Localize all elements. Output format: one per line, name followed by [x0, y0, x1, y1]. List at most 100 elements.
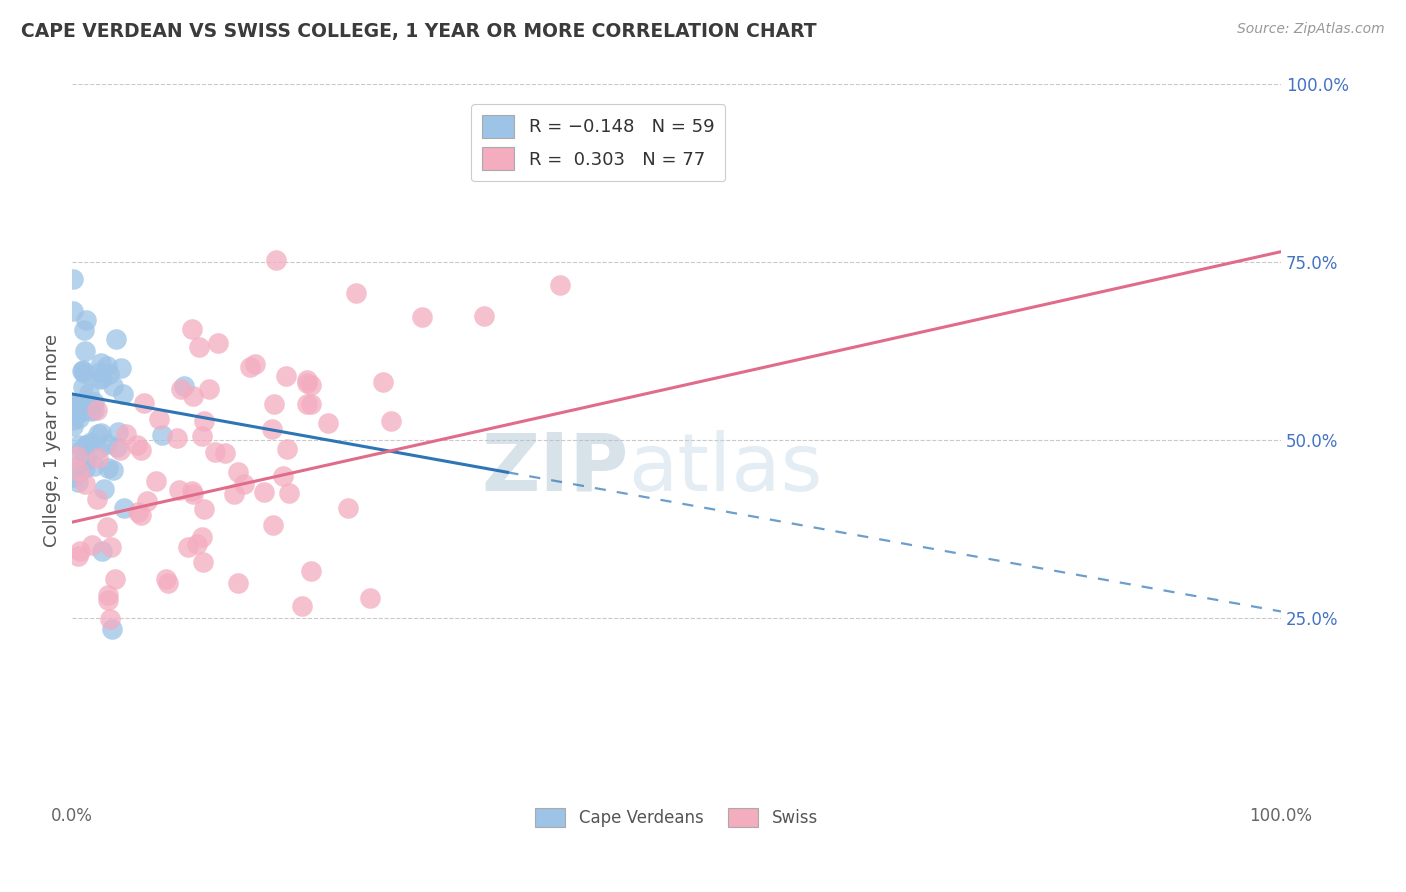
- Point: [411, 310, 433, 324]
- Point: [472, 309, 495, 323]
- Point: [239, 359, 262, 374]
- Point: [86, 427, 108, 442]
- Point: [274, 369, 297, 384]
- Point: [90, 544, 112, 558]
- Point: [295, 397, 318, 411]
- Point: [245, 357, 267, 371]
- Point: [67, 410, 90, 425]
- Point: [70, 403, 93, 417]
- Point: [188, 340, 211, 354]
- Point: [90, 425, 112, 440]
- Point: [80, 435, 103, 450]
- Point: [100, 622, 122, 636]
- Point: [100, 540, 122, 554]
- Point: [299, 377, 322, 392]
- Point: [73, 477, 96, 491]
- Point: [207, 336, 229, 351]
- Point: [193, 502, 215, 516]
- Y-axis label: College, 1 year or more: College, 1 year or more: [44, 334, 60, 547]
- Point: [87, 450, 110, 465]
- Point: [63, 398, 86, 412]
- Point: [136, 493, 159, 508]
- Point: [157, 576, 180, 591]
- Point: [264, 253, 287, 268]
- Point: [73, 323, 96, 337]
- Point: [105, 333, 128, 347]
- Point: [97, 592, 120, 607]
- Point: [336, 501, 359, 516]
- Point: [148, 412, 170, 426]
- Text: ZIP: ZIP: [481, 430, 628, 508]
- Point: [75, 453, 97, 467]
- Point: [67, 397, 90, 411]
- Point: [359, 591, 381, 605]
- Point: [98, 612, 121, 626]
- Point: [75, 344, 97, 359]
- Point: [62, 413, 84, 427]
- Point: [86, 403, 108, 417]
- Point: [80, 403, 103, 417]
- Point: [260, 422, 283, 436]
- Point: [150, 428, 173, 442]
- Point: [181, 483, 204, 498]
- Point: [83, 403, 105, 417]
- Point: [180, 322, 202, 336]
- Point: [299, 397, 322, 411]
- Text: Source: ZipAtlas.com: Source: ZipAtlas.com: [1237, 22, 1385, 37]
- Point: [167, 483, 190, 497]
- Point: [97, 460, 120, 475]
- Point: [83, 395, 105, 409]
- Point: [105, 440, 128, 454]
- Point: [73, 461, 96, 475]
- Point: [222, 487, 245, 501]
- Legend: Cape Verdeans, Swiss: Cape Verdeans, Swiss: [529, 801, 824, 834]
- Point: [67, 475, 90, 489]
- Point: [62, 470, 84, 484]
- Point: [110, 361, 132, 376]
- Point: [186, 537, 208, 551]
- Point: [131, 508, 153, 523]
- Point: [132, 396, 155, 410]
- Point: [127, 505, 149, 519]
- Point: [125, 438, 148, 452]
- Point: [193, 555, 215, 569]
- Point: [297, 373, 319, 387]
- Point: [214, 446, 236, 460]
- Point: [176, 540, 198, 554]
- Point: [90, 356, 112, 370]
- Point: [89, 365, 111, 379]
- Point: [70, 364, 93, 378]
- Point: [73, 366, 96, 380]
- Point: [93, 482, 115, 496]
- Point: [233, 476, 256, 491]
- Point: [80, 538, 103, 552]
- Point: [69, 442, 91, 457]
- Point: [145, 474, 167, 488]
- Point: [69, 543, 91, 558]
- Point: [262, 517, 284, 532]
- Point: [271, 469, 294, 483]
- Point: [181, 487, 204, 501]
- Point: [299, 564, 322, 578]
- Point: [226, 466, 249, 480]
- Point: [155, 572, 177, 586]
- Point: [65, 397, 87, 411]
- Point: [70, 402, 93, 417]
- Point: [67, 437, 90, 451]
- Point: [67, 464, 90, 478]
- Point: [97, 368, 120, 382]
- Point: [96, 519, 118, 533]
- Point: [96, 588, 118, 602]
- Point: [276, 442, 298, 457]
- Text: CAPE VERDEAN VS SWISS COLLEGE, 1 YEAR OR MORE CORRELATION CHART: CAPE VERDEAN VS SWISS COLLEGE, 1 YEAR OR…: [21, 22, 817, 41]
- Point: [72, 362, 94, 376]
- Point: [104, 572, 127, 586]
- Point: [548, 277, 571, 292]
- Point: [96, 359, 118, 373]
- Point: [72, 379, 94, 393]
- Point: [129, 443, 152, 458]
- Point: [193, 414, 215, 428]
- Point: [173, 378, 195, 392]
- Point: [198, 382, 221, 396]
- Point: [103, 463, 125, 477]
